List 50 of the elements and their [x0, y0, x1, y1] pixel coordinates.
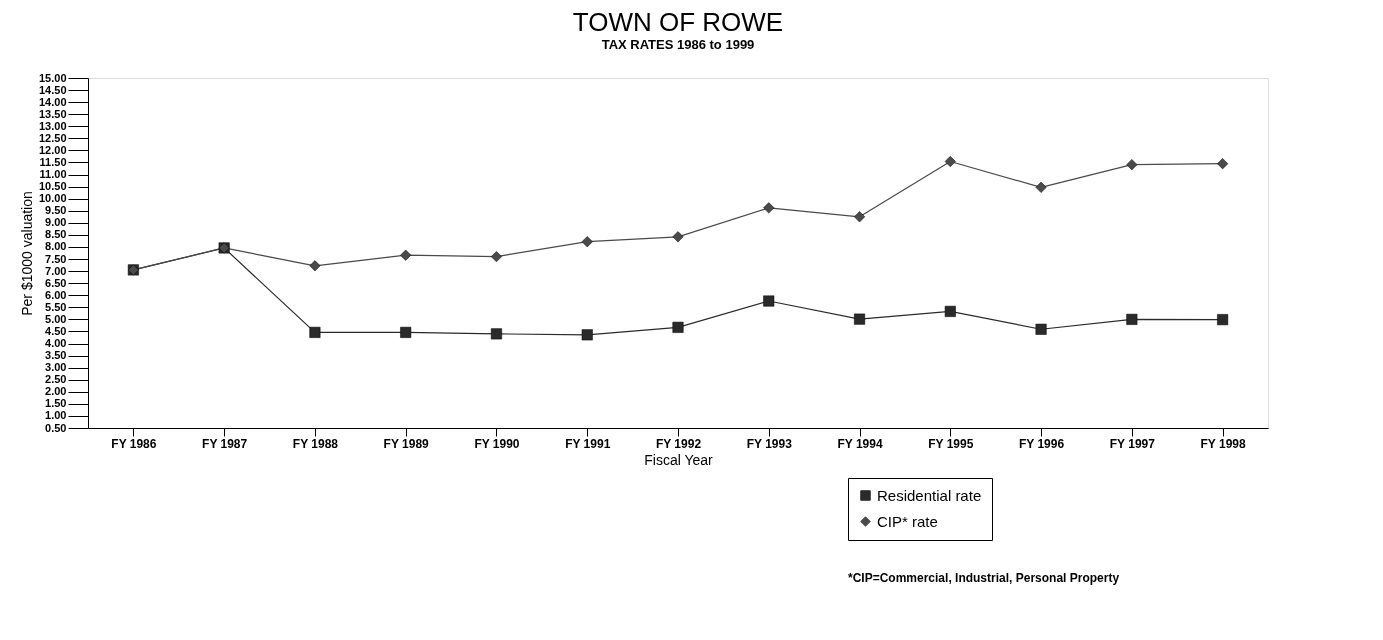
y-tick-label: 8.50	[45, 228, 67, 241]
y-tick-label: 7.00	[45, 264, 67, 277]
y-tick-label: 7.50	[45, 252, 67, 265]
x-tick-label: FY 1997	[1109, 436, 1156, 451]
text: *CIP=Commercial, Industrial, Personal Property	[848, 571, 1120, 585]
x-tick-label: FY 1992	[655, 436, 702, 451]
y-tick-label: 6.00	[45, 288, 67, 301]
x-tick-label: FY 1987	[202, 436, 248, 451]
y-tick-label: 2.50	[45, 373, 67, 386]
y-tick-label: 11.00	[39, 168, 67, 181]
y-tick-label: 15.00	[38, 71, 67, 84]
y-tick-label: 13.00	[38, 119, 67, 132]
y-tick-label: 5.00	[45, 312, 67, 325]
y-tick-label: 14.50	[38, 83, 67, 96]
x-tick-label: FY 1998	[1200, 436, 1247, 451]
y-tick-label: 0.50	[45, 421, 67, 434]
x-tick-label: FY 1986	[111, 436, 157, 451]
x-axis-title: Fiscal Year	[644, 451, 714, 468]
y-tick-label: 8.00	[45, 240, 67, 253]
y-tick-label: 14.00	[38, 95, 67, 108]
x-tick-label: FY 1990	[474, 436, 520, 451]
y-tick-label: 12.00	[38, 143, 67, 156]
y-tick-label: 6.50	[45, 276, 67, 289]
x-tick-label: FY 1994	[837, 436, 883, 451]
y-tick-label: 10.00	[38, 192, 67, 205]
y-tick-label: 1.50	[45, 397, 67, 410]
x-tick-label: FY 1995	[928, 436, 974, 451]
y-axis-title: Per $1000 valuation	[18, 191, 35, 316]
x-tick-label: FY 1996	[1019, 436, 1065, 451]
y-tick-label: 4.00	[45, 337, 67, 350]
x-tick-label: FY 1993	[746, 436, 793, 451]
x-tick-label: FY 1988	[292, 436, 339, 451]
chart-subtitle: TAX RATES 1986 to 1999	[601, 37, 755, 52]
y-tick-label: 3.00	[45, 361, 67, 374]
y-tick-label: 3.50	[45, 349, 67, 362]
y-tick-label: 5.50	[45, 300, 67, 313]
chart-title: TOWN OF ROWE	[572, 7, 784, 37]
x-tick-label: FY 1991	[565, 436, 611, 451]
legend-label: CIP* rate	[877, 512, 938, 530]
y-tick-label: 1.00	[45, 409, 67, 422]
y-tick-label: 10.50	[38, 180, 67, 193]
y-tick-label: 12.50	[38, 131, 67, 144]
x-tick-label: FY 1989	[383, 436, 430, 451]
y-tick-label: 2.00	[45, 385, 67, 398]
legend-label: Residential rate	[877, 486, 982, 504]
y-tick-label: 4.50	[45, 324, 67, 337]
y-tick-label: 13.50	[38, 107, 67, 120]
y-tick-label: 11.50	[39, 155, 67, 168]
y-tick-label: 9.50	[45, 204, 67, 217]
y-tick-label: 9.00	[45, 216, 67, 229]
